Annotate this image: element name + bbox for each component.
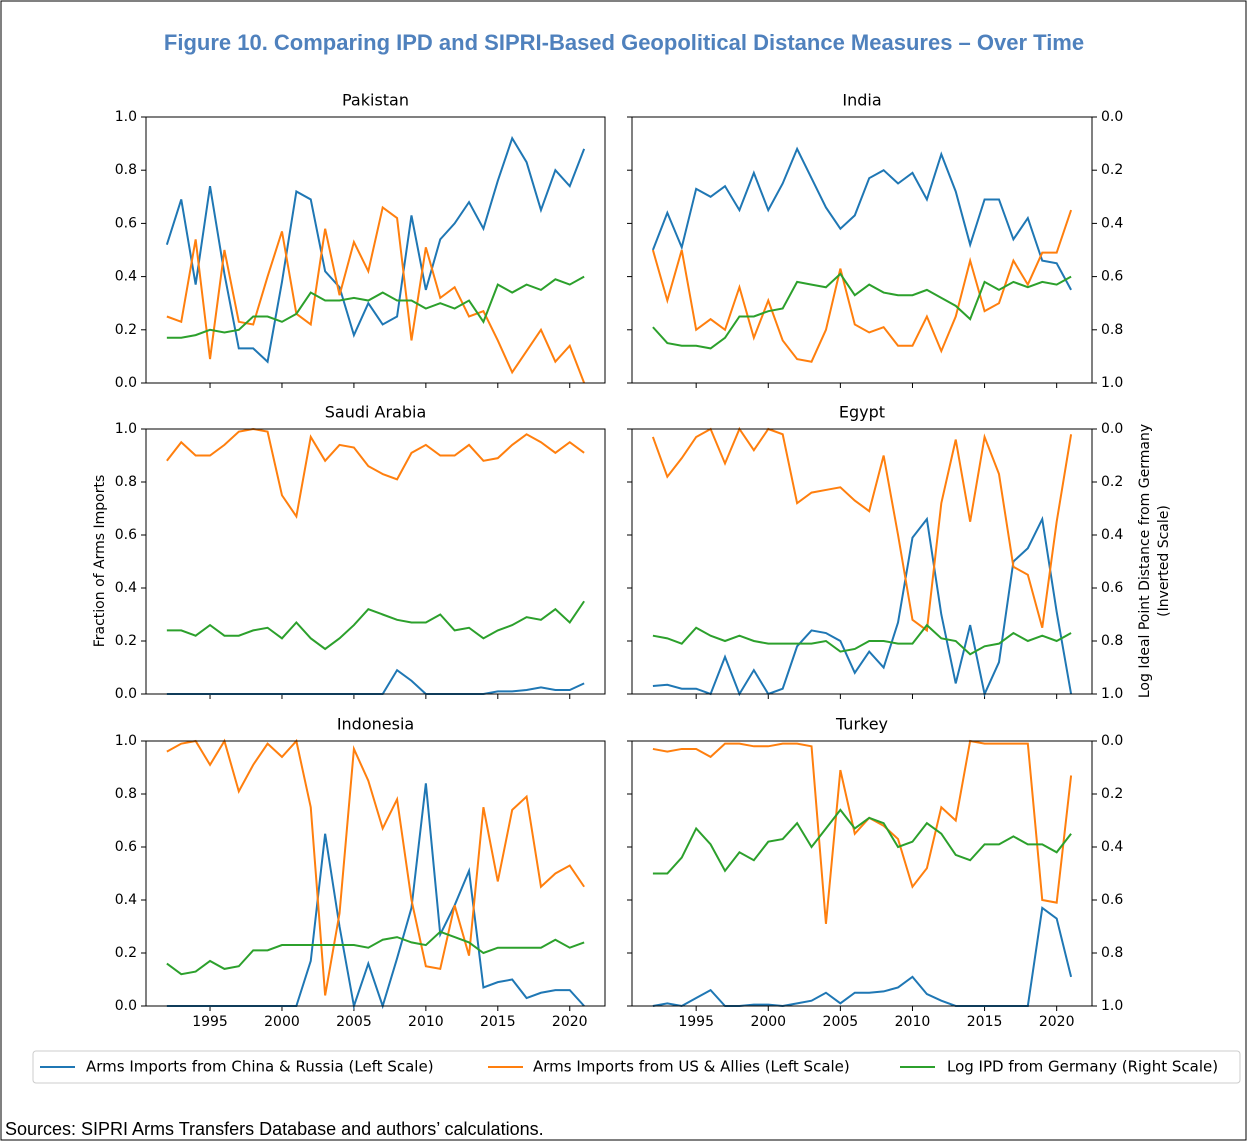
data-line — [652, 272, 1072, 350]
panel-title: Indonesia — [337, 715, 414, 734]
data-line — [651, 209, 1073, 363]
data-line — [651, 426, 1073, 633]
chart-title: Figure 10. Comparing IPD and SIPRI-Based… — [164, 30, 1084, 55]
plot-frame — [145, 740, 606, 1007]
x-tick-label: 2005 — [823, 1014, 859, 1030]
y2-axis-label: (Inverted Scale) — [1156, 505, 1172, 617]
panel-title: Egypt — [839, 403, 885, 422]
x-tick-label: 2015 — [967, 1014, 1003, 1030]
y-axis-label: Fraction of Arms Imports — [92, 475, 108, 648]
data-line — [166, 427, 585, 520]
y2-tick-label: 1.0 — [1101, 998, 1123, 1014]
x-tick-label: 2020 — [1039, 1014, 1075, 1030]
x-tick-label: 2015 — [480, 1014, 516, 1030]
y2-tick-label: 1.0 — [1101, 375, 1123, 391]
y-tick-label: 0.4 — [115, 580, 137, 596]
x-tick-label: 2005 — [336, 1014, 372, 1030]
source-note: Sources: SIPRI Arms Transfers Database a… — [5, 1119, 544, 1139]
y2-tick-label: 1.0 — [1101, 686, 1123, 702]
data-line — [166, 205, 586, 384]
data-line — [166, 783, 585, 1010]
y2-tick-label: 0.8 — [1101, 945, 1123, 961]
plot-frame — [145, 428, 606, 695]
data-line — [651, 146, 1072, 291]
y2-tick-label: 0.0 — [1101, 421, 1123, 437]
y-tick-label: 0.4 — [115, 269, 137, 285]
data-line — [166, 930, 585, 976]
y-tick-label: 0.4 — [115, 892, 137, 908]
panel-title: Turkey — [835, 715, 888, 734]
x-tick-label: 1995 — [678, 1014, 714, 1030]
data-line — [652, 906, 1073, 1008]
y2-tick-label: 0.6 — [1101, 892, 1123, 908]
data-line — [166, 668, 585, 695]
y-tick-label: 0.0 — [115, 375, 137, 391]
y-tick-label: 1.0 — [115, 421, 137, 437]
panel-title: Saudi Arabia — [325, 403, 427, 422]
y-tick-label: 0.8 — [115, 162, 137, 178]
data-line — [652, 515, 1073, 698]
data-line — [652, 623, 1072, 656]
y2-tick-label: 0.4 — [1101, 839, 1123, 855]
x-tick-label: 2020 — [552, 1014, 588, 1030]
y2-tick-label: 0.0 — [1101, 733, 1123, 749]
y2-tick-label: 0.8 — [1101, 322, 1123, 338]
x-tick-label: 2000 — [264, 1014, 300, 1030]
y-tick-label: 0.2 — [115, 322, 137, 338]
legend-label: Arms Imports from US & Allies (Left Scal… — [533, 1058, 850, 1076]
y2-tick-label: 0.6 — [1101, 269, 1123, 285]
y2-tick-label: 0.8 — [1101, 633, 1123, 649]
y-tick-label: 0.8 — [115, 474, 137, 490]
y2-tick-label: 0.4 — [1101, 215, 1123, 231]
plot-frame — [631, 740, 1093, 1007]
legend-box — [32, 1050, 1241, 1084]
plot-frame — [631, 116, 1093, 384]
data-line — [166, 275, 585, 339]
x-tick-label: 2010 — [895, 1014, 931, 1030]
plot-frame — [145, 116, 606, 384]
y-tick-label: 0.0 — [115, 686, 137, 702]
data-line — [166, 738, 585, 996]
y-tick-label: 0.6 — [115, 215, 137, 231]
x-tick-label: 2000 — [750, 1014, 786, 1030]
y2-tick-label: 0.2 — [1101, 786, 1123, 802]
x-tick-label: 2010 — [408, 1014, 444, 1030]
y-tick-label: 0.6 — [115, 839, 137, 855]
y-tick-label: 0.8 — [115, 786, 137, 802]
data-line — [652, 808, 1072, 875]
y2-tick-label: 0.2 — [1101, 162, 1123, 178]
y2-tick-label: 0.6 — [1101, 580, 1123, 596]
data-line — [652, 739, 1073, 924]
plot-frame — [631, 428, 1093, 695]
x-tick-label: 1995 — [192, 1014, 228, 1030]
data-line — [166, 600, 585, 651]
y2-tick-label: 0.0 — [1101, 109, 1123, 125]
y-tick-label: 0.2 — [115, 945, 137, 961]
y2-tick-label: 0.2 — [1101, 474, 1123, 490]
data-line — [165, 135, 586, 364]
y-tick-label: 0.6 — [115, 527, 137, 543]
y-tick-label: 1.0 — [115, 109, 137, 125]
y-tick-label: 1.0 — [115, 733, 137, 749]
y2-tick-label: 0.4 — [1101, 527, 1123, 543]
y-tick-label: 0.2 — [115, 633, 137, 649]
legend-label: Arms Imports from China & Russia (Left S… — [86, 1058, 434, 1076]
panel-title: Pakistan — [342, 91, 409, 110]
legend-label: Log IPD from Germany (Right Scale) — [947, 1058, 1218, 1076]
panel-title: India — [842, 91, 881, 110]
y-tick-label: 0.0 — [115, 998, 137, 1014]
y2-axis-label: Log Ideal Point Distance from Germany — [1137, 424, 1153, 698]
